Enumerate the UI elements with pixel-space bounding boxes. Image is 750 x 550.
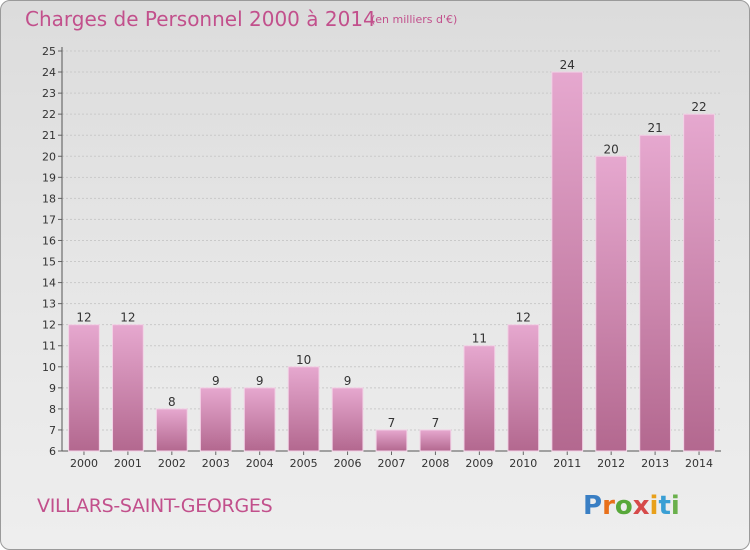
chart-title: Charges de Personnel 2000 à 2014 [25, 7, 376, 31]
data-labels: 12 12 8 9 9 10 9 7 7 11 12 24 20 21 22 [76, 58, 706, 430]
logo-letter: i [649, 491, 659, 521]
bars [68, 71, 715, 452]
bar-value-label: 9 [344, 374, 352, 388]
x-tick-label: 2006 [334, 457, 362, 470]
bar-2001 [112, 324, 144, 452]
x-tick-label: 2013 [641, 457, 669, 470]
x-tick-label: 2000 [70, 457, 98, 470]
bar-2004 [243, 387, 276, 452]
y-tick-label: 9 [49, 382, 56, 395]
y-tick-label: 7 [49, 424, 56, 437]
x-tick-label: 2012 [597, 457, 625, 470]
y-tick-label: 13 [42, 298, 56, 311]
place-name: VILLARS-SAINT-GEORGES [37, 495, 273, 517]
y-tick-label: 12 [42, 319, 56, 332]
bar-value-label: 7 [388, 416, 396, 430]
x-tick-label: 2004 [246, 457, 274, 470]
logo-letter: P [583, 491, 603, 521]
bar-2002 [155, 408, 188, 452]
bar-2012 [595, 155, 628, 452]
bar-value-label: 21 [647, 121, 662, 135]
y-tick-label: 11 [42, 340, 56, 353]
y-tick-label: 21 [42, 129, 56, 142]
y-tick-label: 22 [42, 108, 56, 121]
bar-value-label: 7 [432, 416, 440, 430]
y-tick-label: 15 [42, 256, 56, 269]
bar-value-label: 12 [516, 311, 531, 325]
y-tick-label: 24 [42, 66, 56, 79]
bar-value-label: 9 [256, 374, 264, 388]
bar-2010 [507, 324, 540, 452]
bar-2008 [419, 429, 452, 452]
bar-value-label: 20 [604, 142, 619, 156]
bar-value-label: 9 [212, 374, 220, 388]
bar-value-label: 12 [120, 311, 135, 325]
logo-letter: r [602, 491, 615, 521]
bar-value-label: 24 [560, 58, 575, 72]
y-tick-label: 23 [42, 87, 56, 100]
bar-2013 [639, 134, 671, 452]
logo-letter: t [658, 491, 671, 521]
y-tick-label: 17 [42, 213, 56, 226]
y-tick-label: 19 [42, 171, 56, 184]
bar-value-label: 8 [168, 395, 176, 409]
logo-letter: i [670, 491, 680, 521]
x-tick-label: 2003 [202, 457, 230, 470]
x-tick-label: 2001 [114, 457, 142, 470]
bar-value-label: 10 [296, 353, 311, 367]
x-tick-label: 2009 [465, 457, 493, 470]
logo-letter: o [614, 491, 633, 521]
x-tick-label: 2011 [553, 457, 581, 470]
bar-2003 [199, 387, 232, 452]
chart-subtitle: (en milliers d'€) [371, 13, 458, 26]
bar-2000 [68, 324, 100, 452]
y-tick-label: 8 [49, 403, 56, 416]
y-tick-label: 16 [42, 234, 56, 247]
bar-2005 [287, 366, 320, 452]
bar-value-label: 22 [691, 100, 706, 114]
x-tick-label: 2014 [685, 457, 713, 470]
y-tick-label: 18 [42, 192, 56, 205]
y-tick-label: 25 [42, 45, 56, 58]
y-tick-label: 10 [42, 361, 56, 374]
logo-letter: x [632, 491, 650, 521]
y-tick-label: 6 [49, 445, 56, 458]
x-tick-label: 2002 [158, 457, 186, 470]
bar-value-label: 11 [472, 332, 487, 346]
bar-2011 [551, 71, 584, 452]
bar-2006 [331, 387, 364, 452]
x-tick-label: 2010 [509, 457, 537, 470]
y-tick-label: 14 [42, 277, 56, 290]
bar-2014 [683, 113, 715, 452]
proxiti-logo: Proxiti [583, 491, 680, 521]
bar-value-label: 12 [76, 311, 91, 325]
x-tick-label: 2005 [290, 457, 318, 470]
bar-2007 [375, 429, 408, 452]
y-tick-label: 20 [42, 150, 56, 163]
bar-2009 [463, 345, 496, 452]
x-tick-label: 2007 [378, 457, 406, 470]
x-tick-label: 2008 [421, 457, 449, 470]
